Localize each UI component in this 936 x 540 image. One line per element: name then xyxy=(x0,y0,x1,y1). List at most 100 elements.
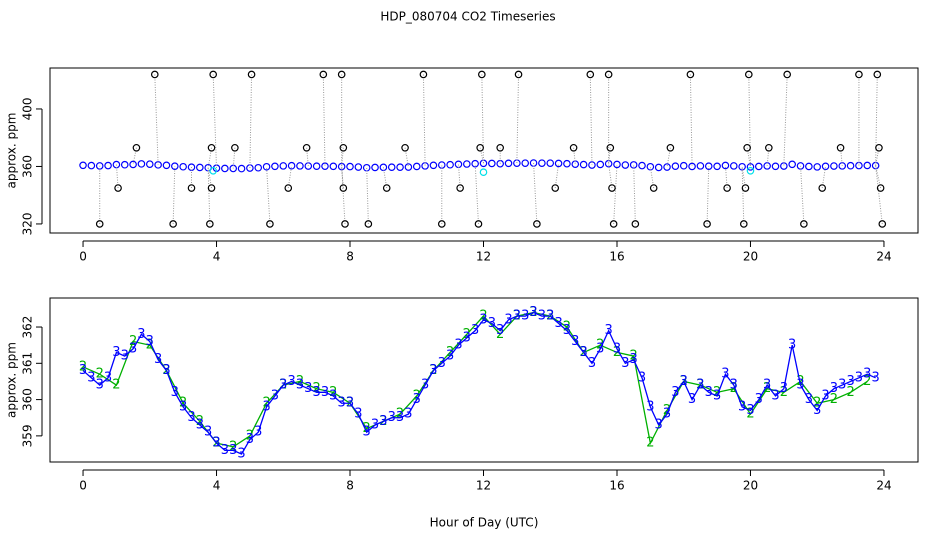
point xyxy=(321,162,329,170)
point xyxy=(247,70,256,79)
point xyxy=(419,70,428,79)
point-marker: 3 xyxy=(254,425,262,440)
point-marker: 3 xyxy=(162,363,170,378)
point-marker: 3 xyxy=(529,305,537,320)
point xyxy=(496,143,504,152)
point-marker: 2 xyxy=(446,345,454,360)
x-tick-label: 16 xyxy=(609,250,624,264)
x-tick-label: 24 xyxy=(876,479,891,493)
connector xyxy=(875,165,883,225)
chart-title: HDP_080704 CO2 Timeseries xyxy=(380,10,555,24)
point-marker: 2 xyxy=(396,407,404,422)
plot-box xyxy=(49,297,919,463)
point-marker: 2 xyxy=(96,367,104,382)
point xyxy=(836,143,845,152)
point xyxy=(346,162,354,171)
point xyxy=(95,220,104,228)
point-marker: 3 xyxy=(663,407,671,422)
point xyxy=(846,161,855,170)
point-marker: 3 xyxy=(713,388,721,403)
point xyxy=(596,160,605,169)
point-marker: 3 xyxy=(338,396,346,411)
point-marker: 2 xyxy=(713,385,721,400)
point-marker: 3 xyxy=(262,399,270,414)
x-tick-label: 0 xyxy=(79,250,87,264)
point-marker: 3 xyxy=(821,388,829,403)
connector xyxy=(633,164,636,224)
point xyxy=(671,162,680,170)
point xyxy=(221,164,229,173)
x-tick-label: 0 xyxy=(79,479,87,493)
point xyxy=(838,162,847,170)
point xyxy=(302,143,311,152)
point xyxy=(631,220,640,228)
point xyxy=(521,159,530,167)
point xyxy=(663,163,671,171)
point xyxy=(87,161,96,170)
point-marker: 3 xyxy=(129,341,137,356)
point-marker: 3 xyxy=(379,414,387,429)
point xyxy=(638,161,646,170)
point-marker: 3 xyxy=(404,407,412,422)
point xyxy=(514,70,523,79)
point xyxy=(456,184,464,192)
point xyxy=(723,184,731,192)
point-marker: 3 xyxy=(363,425,371,440)
point-marker: 2 xyxy=(846,385,854,400)
point xyxy=(287,161,296,170)
point-marker: 3 xyxy=(796,378,804,393)
point-marker: 3 xyxy=(296,378,304,393)
point-marker: 3 xyxy=(504,312,512,327)
point-marker: 3 xyxy=(237,447,245,462)
point-marker: 2 xyxy=(646,436,654,451)
point xyxy=(569,143,578,152)
point xyxy=(379,163,388,172)
point xyxy=(463,160,471,168)
connector xyxy=(741,166,745,224)
point xyxy=(878,220,887,228)
point xyxy=(504,159,513,168)
point-marker: 3 xyxy=(371,417,379,432)
point xyxy=(364,220,373,228)
point xyxy=(354,163,363,171)
point xyxy=(686,70,695,79)
point xyxy=(476,143,484,152)
point xyxy=(231,143,239,152)
point-marker: 3 xyxy=(79,363,87,378)
point xyxy=(437,161,446,169)
point xyxy=(412,162,421,171)
point xyxy=(296,162,304,170)
y-tick-label: 362 xyxy=(21,316,35,339)
connector xyxy=(554,163,560,189)
point xyxy=(783,70,791,79)
point-marker: 3 xyxy=(554,316,562,331)
point xyxy=(271,162,279,171)
connector xyxy=(613,164,618,224)
point xyxy=(763,162,771,170)
point xyxy=(162,161,171,170)
point-marker: 2 xyxy=(780,385,788,400)
point-marker: 3 xyxy=(104,370,112,385)
point xyxy=(554,159,563,168)
point-marker: 3 xyxy=(596,341,604,356)
point-marker: 3 xyxy=(413,392,421,407)
point xyxy=(796,162,805,170)
connector xyxy=(266,166,271,224)
point-marker: 2 xyxy=(613,345,621,360)
point xyxy=(446,160,454,169)
x-tick-label: 4 xyxy=(213,479,221,493)
point-marker: 2 xyxy=(630,349,638,364)
point xyxy=(129,160,137,169)
point-marker: 2 xyxy=(479,309,487,324)
point xyxy=(729,162,738,170)
point-marker: 2 xyxy=(112,378,120,393)
point-marker: 3 xyxy=(688,392,696,407)
point-marker: 2 xyxy=(296,374,304,389)
connector xyxy=(608,163,613,189)
point xyxy=(387,163,396,171)
point-marker: 3 xyxy=(488,316,496,331)
point-marker: 3 xyxy=(438,356,446,371)
point xyxy=(741,184,750,192)
x-tick-label: 8 xyxy=(346,250,354,264)
point xyxy=(875,143,883,152)
